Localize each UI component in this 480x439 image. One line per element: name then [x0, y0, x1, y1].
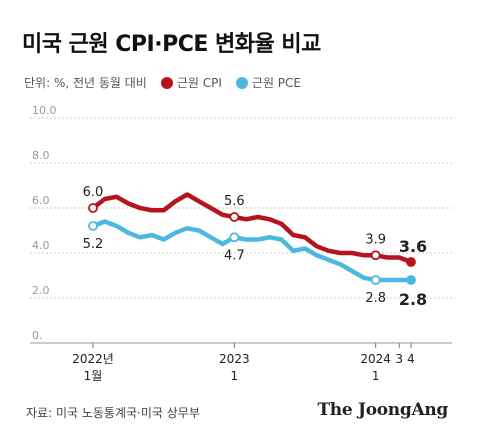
data-point-marker [406, 275, 416, 285]
data-point-marker [88, 221, 98, 231]
legend-label-pce: 근원 PCE [251, 76, 301, 90]
chart-title: 미국 근원 CPI·PCE 변화율 비교 [22, 32, 321, 57]
y-tick-label: 10.0 [32, 104, 57, 117]
data-point-marker [406, 257, 416, 267]
data-point-marker [229, 232, 240, 243]
x-tick-label: 3 [395, 352, 403, 366]
legend-label-cpi: 근원 CPI [176, 76, 222, 90]
source-note: 자료: 미국 노동통계국·미국 상무부 [26, 406, 200, 420]
legend-swatch-cpi [160, 76, 173, 89]
data-label: 2.8 [399, 290, 427, 309]
subtitle-row: 단위: %, 전년 동월 대비 근원 CPI 근원 PCE [24, 74, 301, 91]
data-label: 3.9 [365, 232, 386, 247]
y-tick-label: 4.0 [32, 239, 50, 252]
y-tick-label: 6.0 [32, 194, 50, 207]
legend-item-pce: 근원 PCE [235, 74, 301, 91]
series-line-cpi [90, 192, 414, 265]
unit-label: 단위: %, 전년 동월 대비 [24, 76, 147, 90]
data-point-marker [370, 275, 381, 285]
x-tick-label: 1월 [84, 369, 103, 383]
x-tick-label: 2023 [219, 352, 250, 366]
data-point-marker [229, 212, 240, 222]
data-label: 5.6 [224, 194, 245, 209]
data-point-marker [370, 250, 381, 261]
x-tick-label: 1 [372, 369, 380, 383]
y-tick-label: 8.0 [32, 149, 50, 162]
data-point-marker [88, 203, 98, 213]
y-tick-label: 0. [32, 329, 43, 342]
data-label: 5.2 [83, 237, 104, 252]
x-tick-label: 2024 [360, 352, 391, 366]
x-tick-label: 4 [407, 352, 415, 366]
legend-item-cpi: 근원 CPI [160, 74, 222, 91]
legend-swatch-pce [235, 76, 248, 89]
y-tick-label: 2.0 [32, 284, 50, 297]
x-tick-label: 1 [231, 369, 239, 383]
data-label: 3.6 [399, 237, 427, 256]
brand-logo: The JoongAng [317, 400, 448, 420]
data-label: 4.7 [224, 248, 245, 263]
x-tick-label: 2022년 [72, 352, 114, 366]
series-line-pce [90, 219, 414, 283]
data-label: 6.0 [83, 185, 104, 200]
data-label: 2.8 [365, 291, 386, 306]
